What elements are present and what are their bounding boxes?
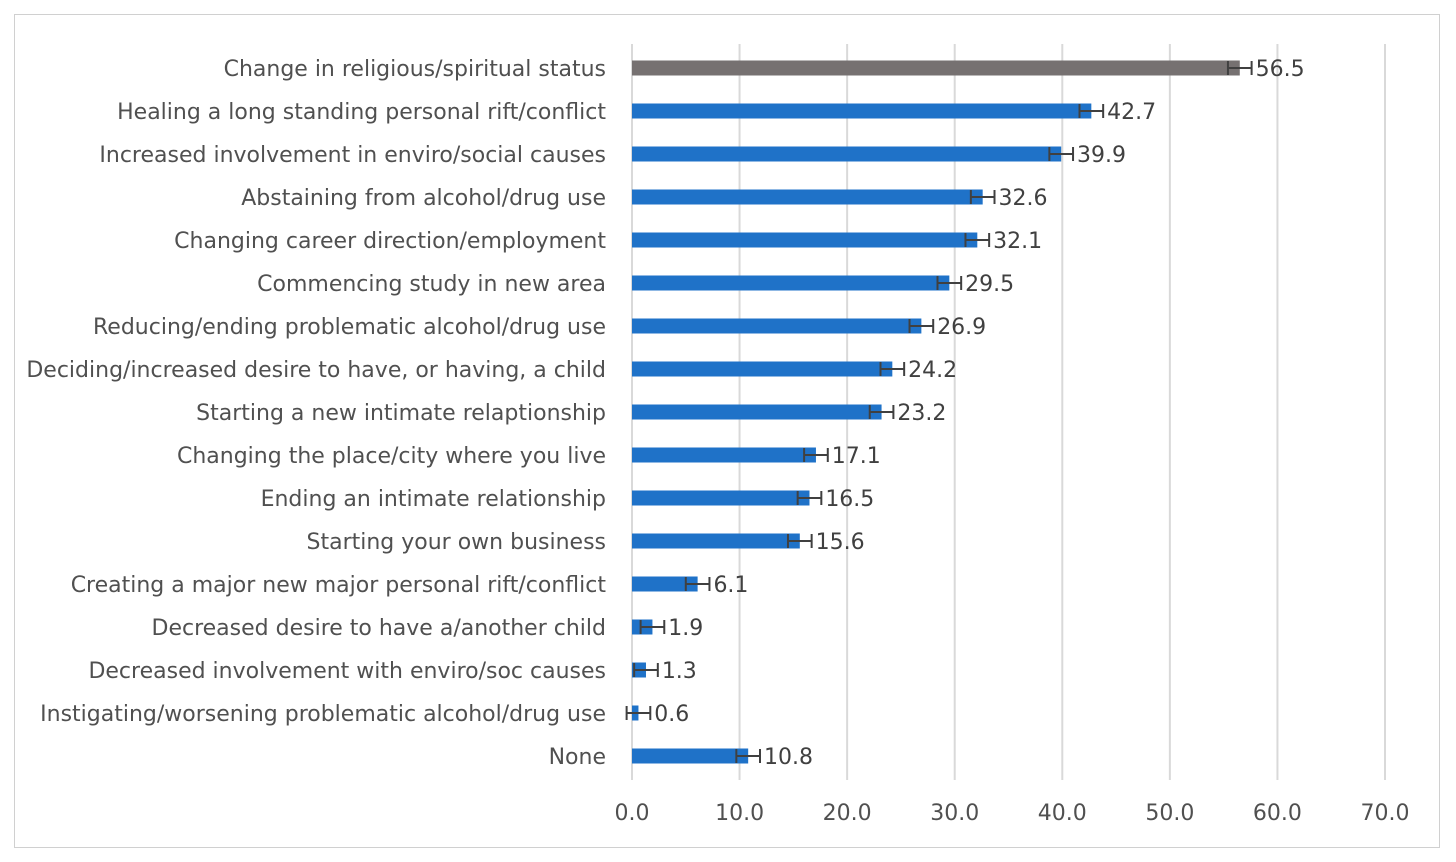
x-tick-label: 40.0 [1038,801,1087,826]
x-tick-label: 0.0 [615,801,650,826]
data-label: 29.5 [965,272,1014,297]
bar [632,189,983,205]
x-tick-label: 30.0 [930,801,979,826]
category-label: Deciding/increased desire to have, or ha… [26,358,606,383]
bar [632,361,893,377]
data-label: 24.2 [908,358,957,383]
bar [632,318,922,334]
data-label: 17.1 [832,444,881,469]
data-label: 23.2 [897,401,946,426]
bar [632,103,1092,119]
bar [632,275,950,291]
category-label: Decreased desire to have a/another child [152,616,606,641]
category-label: Reducing/ending problematic alcohol/drug… [93,315,606,340]
x-tick-label: 50.0 [1145,801,1194,826]
bar [632,404,882,420]
x-tick-label: 70.0 [1361,801,1410,826]
category-label: None [549,745,606,770]
data-label: 32.1 [993,229,1042,254]
chart-frame [14,14,1440,848]
category-label: Change in religious/spiritual status [224,57,606,82]
category-label: Ending an intimate relationship [261,487,606,512]
category-label: Decreased involvement with enviro/soc ca… [88,659,606,684]
bar [632,60,1240,76]
data-label: 6.1 [713,573,748,598]
data-label: 16.5 [825,487,874,512]
category-label: Increased involvement in enviro/social c… [99,143,606,168]
data-label: 56.5 [1256,57,1305,82]
category-label: Starting your own business [307,530,607,555]
data-label: 15.6 [816,530,865,555]
bar [632,447,816,463]
bar [632,533,800,549]
x-tick-label: 10.0 [715,801,764,826]
bar [632,232,978,248]
category-label: Instigating/worsening problematic alcoho… [40,702,606,727]
category-label: Creating a major new major personal rift… [71,573,607,598]
data-label: 1.3 [662,659,697,684]
data-label: 42.7 [1107,100,1156,125]
category-label: Abstaining from alcohol/drug use [241,186,606,211]
bar [632,490,810,506]
data-label: 10.8 [764,745,813,770]
x-tick-label: 60.0 [1253,801,1302,826]
data-label: 39.9 [1077,143,1126,168]
bar [632,748,749,764]
category-label: Changing career direction/employment [174,229,606,254]
bar [632,576,698,592]
data-label: 0.6 [654,702,689,727]
data-label: 1.9 [668,616,703,641]
x-tick-label: 20.0 [823,801,872,826]
category-label: Commencing study in new area [257,272,606,297]
category-label: Starting a new intimate relaptionship [196,401,606,426]
category-label: Healing a long standing personal rift/co… [117,100,606,125]
category-label: Changing the place/city where you live [177,444,606,469]
data-label: 26.9 [937,315,986,340]
bar [632,146,1062,162]
data-label: 32.6 [999,186,1048,211]
